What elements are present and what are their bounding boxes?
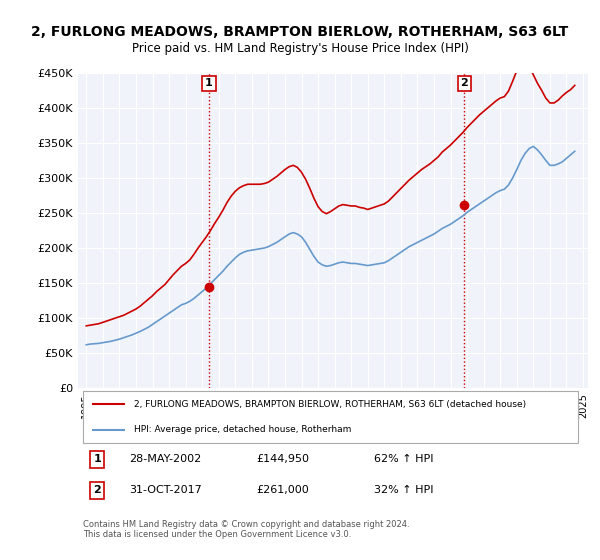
Text: 1: 1 — [205, 78, 213, 88]
Text: 1: 1 — [94, 454, 101, 464]
Text: Contains HM Land Registry data © Crown copyright and database right 2024.
This d: Contains HM Land Registry data © Crown c… — [83, 520, 410, 539]
Text: £261,000: £261,000 — [257, 486, 309, 495]
Text: 2: 2 — [460, 78, 468, 88]
Text: 2: 2 — [94, 486, 101, 495]
Text: 2, FURLONG MEADOWS, BRAMPTON BIERLOW, ROTHERHAM, S63 6LT: 2, FURLONG MEADOWS, BRAMPTON BIERLOW, RO… — [31, 25, 569, 39]
Text: 28-MAY-2002: 28-MAY-2002 — [129, 454, 201, 464]
Text: £144,950: £144,950 — [257, 454, 310, 464]
Text: 2, FURLONG MEADOWS, BRAMPTON BIERLOW, ROTHERHAM, S63 6LT (detached house): 2, FURLONG MEADOWS, BRAMPTON BIERLOW, RO… — [134, 400, 526, 409]
Text: HPI: Average price, detached house, Rotherham: HPI: Average price, detached house, Roth… — [134, 425, 352, 434]
Text: Price paid vs. HM Land Registry's House Price Index (HPI): Price paid vs. HM Land Registry's House … — [131, 42, 469, 55]
Text: 31-OCT-2017: 31-OCT-2017 — [129, 486, 202, 495]
Text: 62% ↑ HPI: 62% ↑ HPI — [374, 454, 433, 464]
FancyBboxPatch shape — [83, 391, 578, 443]
Text: 32% ↑ HPI: 32% ↑ HPI — [374, 486, 433, 495]
